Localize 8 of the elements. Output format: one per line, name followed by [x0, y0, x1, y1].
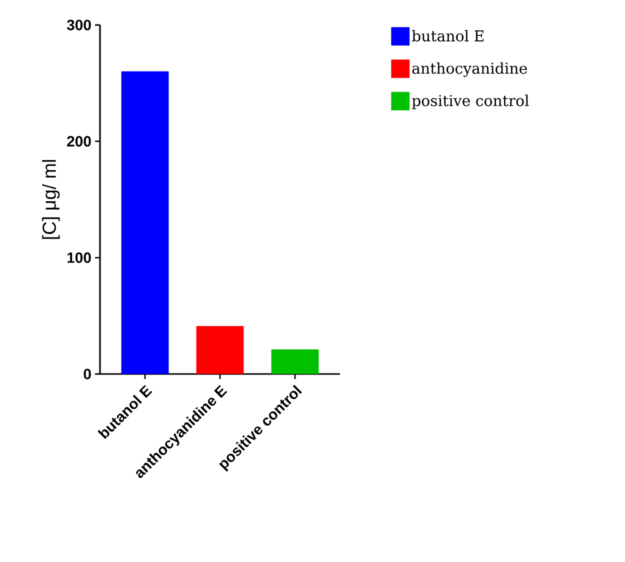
y-axis-title: [C] μg/ ml — [42, 160, 60, 239]
y-tick-label: 200 — [67, 136, 91, 147]
y-tick-label: 300 — [66, 20, 91, 30]
y-tick-label: 100 — [68, 252, 91, 263]
legend-label: butanol E — [412, 30, 484, 42]
legend-label: anthocyanidine — [412, 62, 527, 77]
legend-label: positive control — [412, 94, 529, 110]
y-tick-label: 0 — [84, 368, 91, 380]
